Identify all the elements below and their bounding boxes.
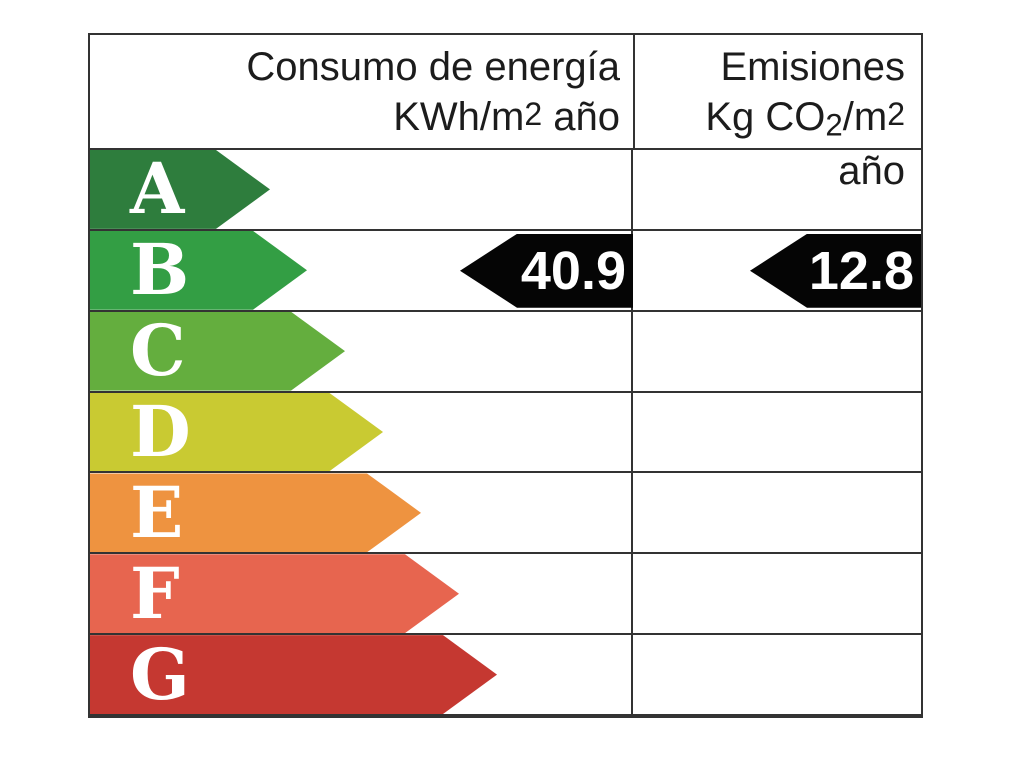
rating-row: G (90, 635, 921, 717)
emissions-title-line2: Kg CO2/m2 año (705, 94, 905, 194)
consumption-value: 40.9 (520, 240, 626, 301)
rating-letter: D (130, 390, 191, 473)
consumption-cell (90, 311, 633, 391)
rating-letter: B (130, 228, 190, 312)
rating-arrow: D (90, 393, 383, 472)
table-header: Consumo de energía KWh/m2 año Emisiones … (90, 35, 921, 193)
header-emissions: Emisiones Kg CO2/m2 año (635, 35, 921, 193)
consumption-cell (90, 150, 633, 229)
emissions-title-line1: Emisiones (720, 45, 905, 89)
emissions-cell (633, 393, 921, 472)
rating-letter: E (130, 470, 184, 554)
rating-letter: F (130, 551, 180, 635)
rating-letter: C (130, 309, 186, 393)
emissions-m2-exponent: 2 (887, 96, 905, 132)
emissions-cell (633, 554, 921, 633)
emissions-cell (633, 312, 921, 391)
rating-letter: G (130, 632, 190, 716)
consumption-title-line2: KWh/m2 año (393, 94, 620, 139)
emissions-value: 12.8 (808, 240, 914, 301)
consumption-m2-exponent: 2 (524, 96, 543, 132)
emissions-cell (633, 635, 921, 714)
rating-arrow: F (90, 554, 459, 633)
rating-rows: A B C D E F G (90, 150, 921, 717)
rating-row: B (90, 230, 921, 312)
emissions-cell (633, 473, 921, 552)
rating-arrow: C (90, 312, 345, 391)
rating-arrow: G (90, 635, 497, 714)
rating-arrow: E (90, 473, 421, 552)
header-consumption: Consumo de energía KWh/m2 año (90, 35, 635, 148)
rating-row: D (90, 392, 921, 474)
consumption-cell (90, 392, 633, 472)
emissions-cell (633, 150, 921, 229)
consumption-cell (90, 473, 633, 553)
rating-row: C (90, 311, 921, 393)
rating-row: E (90, 473, 921, 555)
rating-letter: A (130, 147, 185, 231)
rating-row: F (90, 554, 921, 636)
co2-subscript: 2 (825, 107, 843, 143)
energy-label-table: Consumo de energía KWh/m2 año Emisiones … (88, 33, 923, 718)
consumption-title-line1: Consumo de energía (246, 45, 620, 89)
rating-arrow: B (90, 231, 307, 310)
rating-row: A (90, 150, 921, 231)
consumption-cell (90, 635, 633, 715)
consumption-cell (90, 554, 633, 634)
